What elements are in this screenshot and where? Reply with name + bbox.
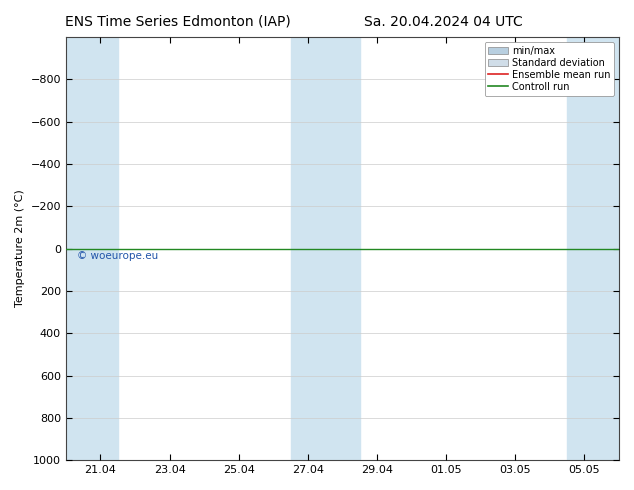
Y-axis label: Temperature 2m (°C): Temperature 2m (°C) bbox=[15, 190, 25, 307]
Bar bbox=[567, 37, 619, 460]
Bar bbox=[66, 37, 118, 460]
Text: ENS Time Series Edmonton (IAP): ENS Time Series Edmonton (IAP) bbox=[65, 15, 290, 29]
Legend: min/max, Standard deviation, Ensemble mean run, Controll run: min/max, Standard deviation, Ensemble me… bbox=[484, 42, 614, 96]
Bar bbox=[290, 37, 359, 460]
Text: © woeurope.eu: © woeurope.eu bbox=[77, 251, 158, 261]
Text: Sa. 20.04.2024 04 UTC: Sa. 20.04.2024 04 UTC bbox=[365, 15, 523, 29]
